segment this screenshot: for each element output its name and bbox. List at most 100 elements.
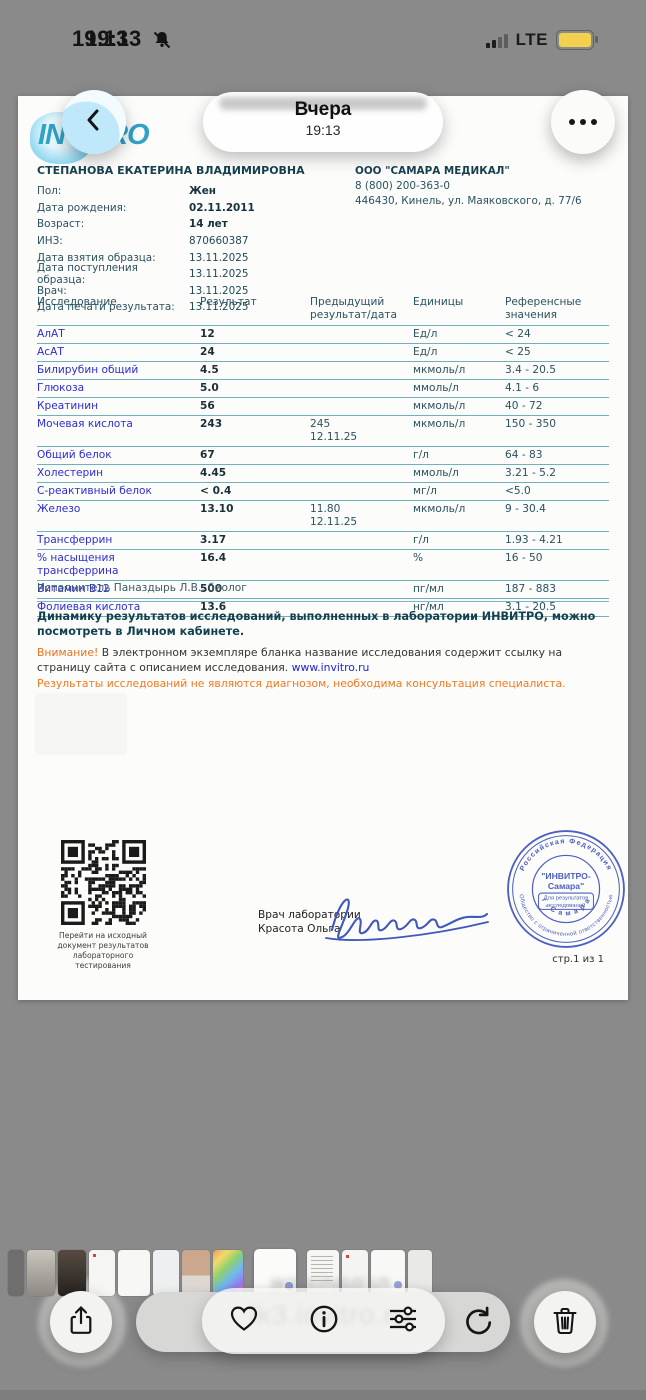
signature-scribble [320,884,495,952]
prev-date: 12.11.25 [310,431,358,443]
test-units: ммоль/л [413,467,459,479]
test-units: Ед/л [413,328,438,340]
field-label: Дата печати результата: [37,301,175,314]
filmstrip-thumbnail[interactable] [27,1250,55,1296]
doctor-name: Красота Ольга [258,923,341,935]
test-name-link[interactable]: С-реактивный белок [37,485,152,497]
back-button[interactable] [62,90,126,154]
photo-date-header: Вчера 19:13 [203,92,443,152]
filmstrip-thumbnail[interactable] [118,1250,150,1296]
test-name-link[interactable]: Железо [37,503,81,515]
test-units: % [413,552,424,564]
filmstrip-thumbnail[interactable] [153,1250,179,1296]
test-previous: 245 12.11.25 [310,418,413,444]
test-result: 243 [200,418,223,430]
trash-icon [549,1304,581,1341]
test-name-link[interactable]: Билирубин общий [37,364,139,376]
test-name-link[interactable]: Холестерин [37,467,104,479]
table-row: Холестерин 4.45 ммоль/л 3.21 - 5.2 [37,465,609,483]
attention-label: Внимание! [37,646,99,659]
prev-value: 245 [310,418,331,430]
ghost-watermark [35,693,127,755]
heart-icon [228,1305,260,1339]
table-row: Билирубин общий 4.5 мкмоль/л 3.4 - 20.5 [37,362,609,380]
test-name-link[interactable]: Глюкоза [37,382,85,394]
field-value: 02.11.2011 [189,201,255,214]
qr-code[interactable] [48,840,158,925]
test-name-link[interactable]: АлАТ [37,328,65,340]
status-time-ghost: 19:13 [85,26,142,51]
delete-button[interactable] [534,1291,596,1353]
test-result: < 0.4 [200,485,232,497]
field-label: Врач: [37,284,67,297]
share-button[interactable] [50,1291,112,1353]
sliders-icon [387,1305,419,1339]
stamp-box-line1: Для результатов [544,896,589,902]
table-row: Трансферрин 3.17 г/л 1.93 - 4.21 [37,532,609,550]
filmstrip-thumbnail[interactable] [182,1250,210,1296]
test-result: 24 [200,346,215,358]
field-value: Жен [189,185,216,198]
photo-time-subtitle: 19:13 [305,122,341,138]
results-table: Исследование Результат Предыдущий резуль… [37,294,609,617]
table-header-row: Исследование Результат Предыдущий резуль… [37,294,609,326]
table-row: Креатинин 56 мкмоль/л 40 - 72 [37,398,609,416]
test-units: мкмоль/л [413,364,466,376]
test-name-link[interactable]: % насыщения трансферрина [37,552,119,577]
field-label: Пол: [37,185,62,198]
page-number: стр.1 из 1 [552,954,604,965]
lab-report-document: INVITRO СТЕПАНОВА ЕКАТЕРИНА ВЛАДИМИРОВНА… [18,96,628,1000]
stamp-center-line1: "ИНВИТРО- [541,871,591,881]
test-name-link[interactable]: АсАТ [37,346,64,358]
rotate-button[interactable] [460,1305,494,1344]
test-name-link[interactable]: Витамин B12 [37,583,110,595]
test-name-link[interactable]: Трансферрин [37,534,113,546]
edit-tools-pill [202,1288,445,1354]
test-reference: 40 - 72 [505,400,543,412]
filmstrip-thumbnail[interactable] [89,1250,115,1296]
test-units: мкмоль/л [413,418,466,430]
field-label: Дата рождения: [37,201,127,214]
invitro-link[interactable]: www.invitro.ru [291,661,370,674]
filmstrip-thumbnail[interactable] [58,1250,86,1296]
test-reference: 3.21 - 5.2 [505,467,556,479]
adjust-button[interactable] [387,1303,419,1340]
battery-icon [556,30,598,50]
status-time-text: 19:13 [72,26,129,51]
patient-name: СТЕПАНОВА ЕКАТЕРИНА ВЛАДИМИРОВНА [37,164,305,177]
test-name-link[interactable]: Общий белок [37,449,112,461]
table-row: Глюкоза 5.0 ммоль/л 4.1 - 6 [37,380,609,398]
table-row: Фолиевая кислота 13.6 нг/мл 3.1 - 20.5 [37,599,609,617]
field-value: 13.11.2025 [189,251,249,264]
test-name-link[interactable]: Креатинин [37,400,99,412]
dynamics-notice: Динамику результатов исследований, выпол… [37,610,596,638]
test-reference: 9 - 30.4 [505,503,546,515]
info-button[interactable] [307,1302,341,1341]
test-previous: 11.80 12.11.25 [310,503,413,529]
test-units: Ед/л [413,346,438,358]
test-name-link[interactable]: Фолиевая кислота [37,601,141,613]
test-result: 16.4 [200,552,227,564]
test-name-link[interactable]: Мочевая кислота [37,418,133,430]
col-header-reference: Референсные значения [505,296,582,321]
table-row: Железо 13.10 11.80 12.11.25 мкмоль/л 9 - … [37,501,609,532]
filmstrip-thumbnail[interactable] [8,1250,24,1296]
test-result: 5.0 [200,382,219,394]
separator-line [37,601,609,602]
stamp-center-line2: Самара" [548,881,584,891]
table-row: Мочевая кислота 243 245 12.11.25 мкмоль/л… [37,416,609,447]
test-result: 500 [200,583,223,595]
test-reference: 4.1 - 6 [505,382,540,394]
test-reference: 1.93 - 4.21 [505,534,563,546]
test-units: мкмоль/л [413,400,466,412]
qr-caption: Перейти на исходный документ результатов… [57,931,149,970]
test-reference: 150 - 350 [505,418,556,430]
more-options-button[interactable] [551,90,615,154]
favorite-button[interactable] [228,1303,260,1340]
patient-field: ИНЗ: 870660387 [37,233,347,250]
field-label: Дата поступления образца: [37,262,138,287]
status-time: 19:13 19:13 [72,26,171,56]
test-units: нг/мл [413,601,444,613]
table-row: АлАТ 12 Ед/л < 24 [37,326,609,344]
table-row: С-реактивный белок < 0.4 мг/л <5.0 [37,483,609,501]
